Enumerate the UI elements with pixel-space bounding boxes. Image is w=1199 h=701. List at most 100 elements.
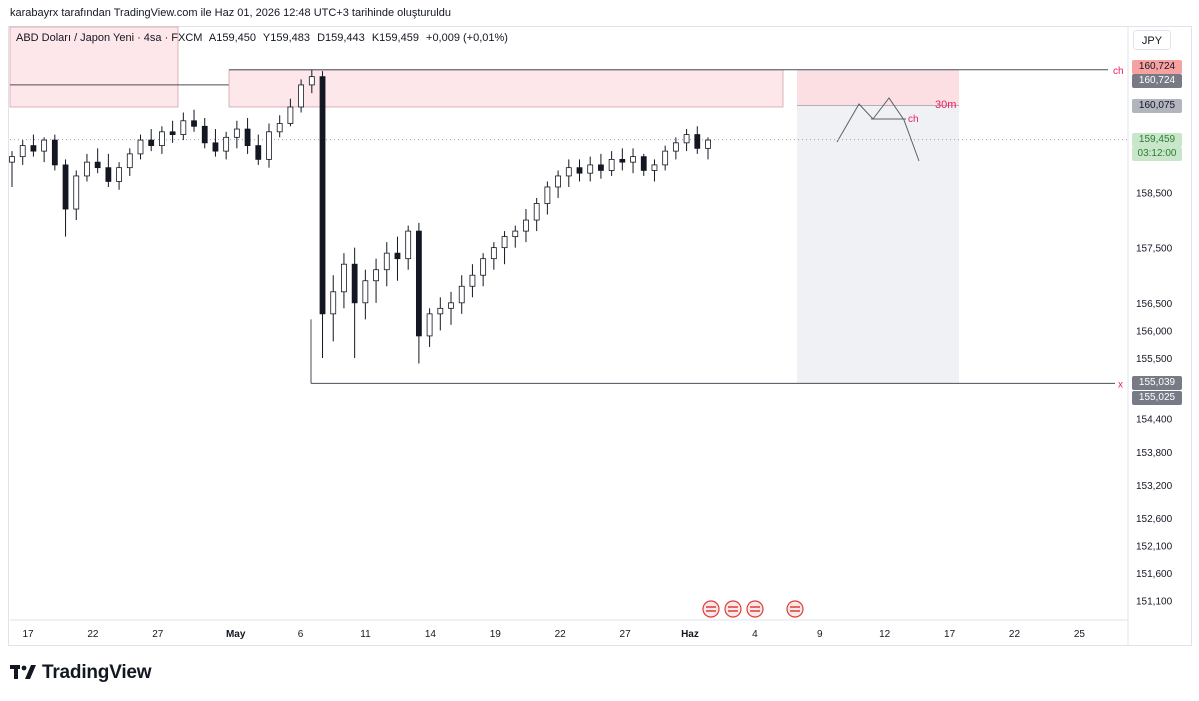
candle-up [448,302,454,309]
candle-up [137,139,144,155]
projection-path [836,97,920,162]
candle-up [19,145,26,158]
legend-symbol: ABD Doları / Japon Yeni · 4sa · FXCM [16,32,203,44]
candle-up [341,263,347,293]
x-tick-label: 27 [152,629,164,640]
legend-open: A159,450 [208,32,257,44]
candle-up [41,139,48,152]
x-tick-label: 17 [944,629,956,640]
x-tick-label: 14 [425,629,437,640]
x-marker-low: x [1118,379,1123,390]
candle-up [84,161,90,177]
tradingview-logo-icon [10,665,36,679]
candle-down [201,125,208,144]
candle-up [469,274,476,287]
chart-caption: karabayrx tarafından TradingView.com ile… [10,7,451,19]
legend-high: Y159,483 [262,32,310,44]
x-tick-label: 4 [752,629,758,640]
candle-up [330,291,337,315]
candle-down [212,142,219,152]
y-tick-label: 153,200 [1136,481,1173,492]
candle-up [180,120,187,135]
candle-down [351,263,358,304]
legend-low: D159,443 [317,32,365,44]
candle-down [619,158,626,163]
candle-up [458,285,465,304]
candle-up [223,136,230,152]
candle-up [565,167,572,177]
candle-up [630,156,636,163]
candle-up [523,219,529,232]
candle-up [683,134,690,144]
candle-up [490,247,497,260]
economic-event-icon [746,600,764,618]
candle-down [94,161,101,169]
y-tick-label: 157,500 [1136,244,1173,255]
countdown-tag: 03:12:00 [1132,146,1182,161]
candle-up [73,175,80,210]
y-tick-label: 151,600 [1136,569,1173,580]
projection-area [797,105,959,384]
candle-up [587,164,594,174]
candle-down [319,76,326,315]
y-tick-label: 156,500 [1136,299,1173,310]
price-tag: 159,459 [1132,132,1182,147]
x-tick-label: 25 [1074,629,1086,640]
candle-up [555,175,561,188]
candle-up [362,280,369,304]
y-tick-label: 158,500 [1136,188,1173,199]
projection-zone [797,69,959,106]
candle-down [415,230,422,337]
candle-up [383,252,390,271]
price-tag: 160,724 [1132,74,1182,88]
ch-label-top: ch [1113,66,1124,77]
candle-up [126,153,133,169]
timeframe-label: 30m [935,99,956,111]
candle-down [244,128,251,147]
candle-down [169,131,176,135]
x-tick-label: Haz [681,629,699,640]
candle-down [255,145,262,160]
economic-event-icon [724,600,742,618]
y-tick-label: 154,400 [1136,415,1173,426]
candle-up [480,258,487,276]
price-tag: 155,039 [1132,376,1182,391]
x-tick-label: 22 [555,629,567,640]
chart-frame[interactable] [8,26,1192,646]
candle-up [116,167,122,182]
price-tag: 155,025 [1132,391,1182,406]
candle-down [598,164,604,171]
candle-up [533,203,540,221]
candle-down [30,145,37,152]
legend-close: K159,459 [371,32,419,44]
x-tick-label: 22 [87,629,99,640]
price-tag: 160,724 [1132,60,1182,74]
candle-up [276,123,283,133]
candle-up [651,164,658,171]
candle-up [426,313,433,337]
currency-button[interactable]: JPY [1133,30,1171,50]
candle-up [512,230,519,238]
candle-up [298,84,305,108]
ch-label-inner: ch [908,114,919,125]
candle-down [694,134,701,149]
y-tick-label: 152,600 [1136,514,1173,525]
candle-up [233,128,240,138]
candle-up [287,106,294,124]
x-tick-label: 11 [360,629,371,640]
y-tick-label: 151,100 [1136,597,1173,608]
candle-up [308,76,315,86]
price-tag: 160,075 [1132,98,1182,113]
legend-change: +0,009 (+0,01%) [426,32,508,44]
candle-up [672,142,679,152]
supply-zone-left [9,26,179,108]
candle-down [148,139,155,147]
candle-up [437,307,444,315]
x-tick-label: 27 [620,629,632,640]
candle-down [62,164,69,210]
economic-event-icon [702,600,720,618]
tradingview-logo[interactable]: TradingView [10,662,152,684]
x-tick-label: 22 [1009,629,1021,640]
candle-up [705,139,711,149]
